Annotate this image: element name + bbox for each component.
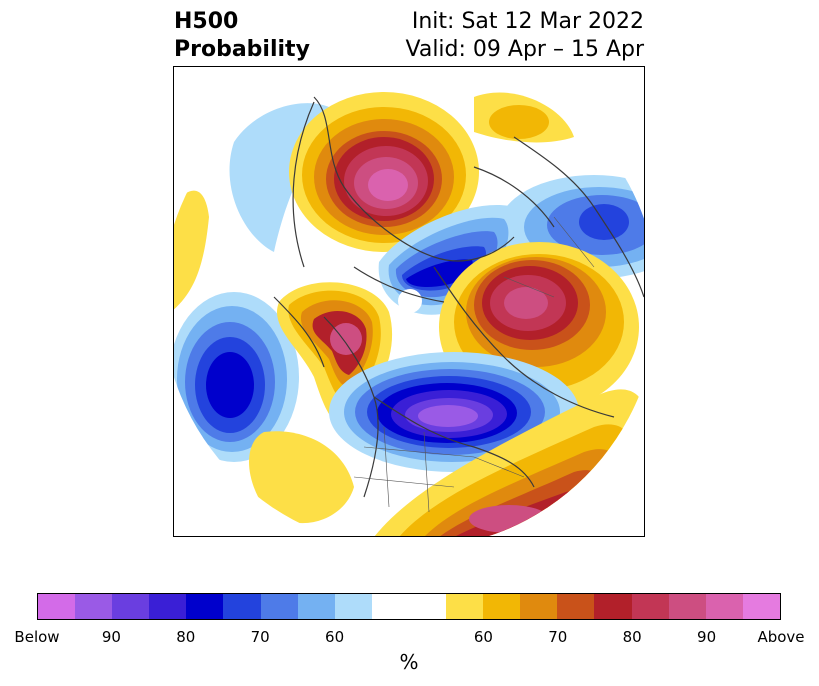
colorbar-segment	[334, 594, 372, 619]
colorbar-segment	[371, 594, 409, 619]
pole-marker	[398, 289, 422, 313]
colorbar-segment	[223, 594, 261, 619]
anomaly-above-siberia	[289, 92, 479, 252]
colorbar	[37, 593, 781, 620]
probability-map	[173, 66, 645, 537]
colorbar-tick-label: 70	[250, 628, 270, 646]
anomaly-below-pacific	[174, 292, 299, 462]
borders	[353, 216, 595, 513]
title-left: H500 Probability	[174, 8, 310, 64]
colorbar-segment	[668, 594, 706, 619]
probability-field	[174, 67, 644, 536]
colorbar-segment	[38, 594, 76, 619]
colorbar-segment	[186, 594, 224, 619]
colorbar-tick-label: 90	[101, 628, 121, 646]
coastlines	[273, 96, 644, 498]
colorbar-tick-label: 80	[176, 628, 196, 646]
colorbar-segment	[483, 594, 521, 619]
colorbar-tick-label: 60	[325, 628, 345, 646]
valid-range-label: Valid: 09 Apr – 15 Apr	[405, 37, 645, 62]
anomaly-above-west-coast	[249, 431, 354, 524]
colorbar-segment	[297, 594, 335, 619]
title-right: Init: Sat 12 Mar 2022 Valid: 09 Apr – 15…	[406, 8, 645, 64]
colorbar-tick-label: 60	[473, 628, 493, 646]
colorbar-segment	[705, 594, 743, 619]
variable-label: H500	[174, 9, 239, 34]
colorbar-segment	[112, 594, 150, 619]
colorbar-segment	[742, 594, 780, 619]
colorbar-tick-labels: Below 90 80 70 60 60 70 80 90 Above	[0, 628, 819, 648]
colorbar-segment	[557, 594, 595, 619]
anomaly-above-west-edge	[174, 190, 209, 317]
colorbar-segment	[149, 594, 187, 619]
colorbar-tick-label: 80	[622, 628, 642, 646]
colorbar-tick-label: 90	[697, 628, 717, 646]
probability-label: Probability	[174, 37, 310, 62]
init-date-label: Init: Sat 12 Mar 2022	[411, 9, 644, 34]
colorbar-segment	[408, 594, 447, 619]
anomaly-below-canada	[329, 352, 579, 472]
colorbar-segment	[594, 594, 632, 619]
colorbar-tick-label: Above	[757, 628, 805, 646]
colorbar-segment	[631, 594, 669, 619]
anomaly-above-north	[474, 92, 574, 143]
colorbar-segment	[446, 594, 484, 619]
colorbar-unit-label: %	[399, 650, 419, 674]
colorbar-segment	[260, 594, 298, 619]
map-canvas	[174, 67, 644, 536]
colorbar-tick-label: Below	[14, 628, 60, 646]
colorbar-segment	[520, 594, 558, 619]
colorbar-tick-label: 70	[548, 628, 568, 646]
colorbar-segment	[75, 594, 113, 619]
